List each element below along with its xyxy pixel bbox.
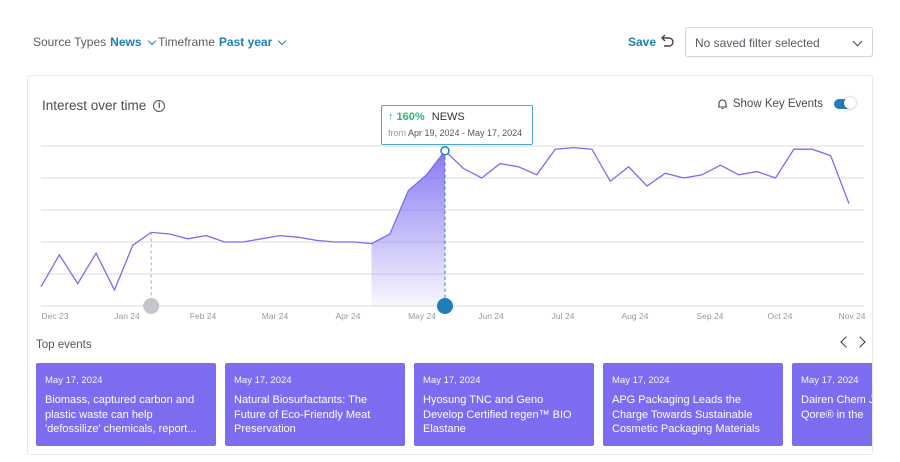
tooltip-change: ↑ 160% [388,111,425,123]
event-title: Hyosung TNC and Geno Develop Certified r… [423,394,572,435]
key-events-control: Show Key Events [717,97,856,110]
event-card[interactable]: May 17, 2024 APG Packaging Leads the Cha… [603,363,783,446]
tooltip-source: NEWS [431,111,465,123]
event-title: Dairen Chem Joins The LYC Qore® in the [801,394,872,421]
x-tick-label: Sep 24 [697,311,724,321]
chevron-right-icon[interactable] [854,336,866,348]
highlight-area [371,150,445,306]
event-date: May 17, 2024 [801,375,859,386]
info-icon[interactable]: i [153,99,166,112]
event-card[interactable]: May 17, 2024 Dairen Chem Joins The LYC Q… [792,363,872,446]
event-date: May 17, 2024 [45,375,103,386]
key-events-label: Show Key Events [732,98,823,110]
data-point-marker [440,146,450,156]
chevron-left-icon[interactable] [840,336,852,348]
timeframe-value: Past year [218,35,273,49]
x-tick-label: Feb 24 [190,311,217,321]
x-tick-label: Mar 24 [262,311,289,321]
saved-filter-value: No saved filter selected [695,36,820,50]
interest-chart: Dec 23 Jan 24 Feb 24 Mar 24 Apr 24 May 24 Jun … [40,145,866,321]
chevron-down-icon [147,36,156,45]
event-title: Natural Biosurfactants: The Future of Ec… [234,394,371,435]
source-types-label: Source Types [33,35,107,49]
event-card[interactable]: May 17, 2024 Natural Biosurfactants: The… [225,363,405,446]
x-tick-label: Apr 24 [335,311,360,321]
x-tick-label: Nov 24 [839,311,866,321]
bell-icon [437,298,453,314]
x-tick-label: Jul 24 [552,311,575,321]
event-date: May 17, 2024 [234,375,292,386]
interest-over-time-card: Dec 23 Jan 24 Feb 24 Mar 24 Apr 24 May 24 Jun … [27,75,873,455]
x-tick-label: Jun 24 [478,311,504,321]
event-card[interactable]: May 17, 2024 Hyosung TNC and Geno Develo… [414,363,594,446]
event-title: APG Packaging Leads the Charge Towards S… [612,394,760,435]
event-card[interactable]: May 17, 2024 Biomass, captured carbon an… [36,363,216,446]
x-tick-label: Jan 24 [114,311,140,321]
timeframe-filter[interactable]: Timeframe Past year [158,35,287,49]
card-title: Interest over time i [42,98,166,113]
event-date: May 17, 2024 [612,375,670,386]
source-types-filter[interactable]: Source Types News [33,35,156,49]
source-types-value: News [110,35,142,49]
bell-icon [143,298,160,314]
card-title-text: Interest over time [42,98,147,113]
top-events-heading: Top events [36,339,92,351]
x-tick-label: Dec 23 [42,311,69,321]
events-nav [840,336,866,348]
tooltip-from-label: from [388,128,406,138]
events-list: May 17, 2024 Biomass, captured carbon an… [36,363,872,446]
filter-bar: Source Types News Timeframe Past year Sa… [0,0,900,75]
tooltip-range: Apr 19, 2024 - May 17, 2024 [408,128,523,138]
chevron-down-icon [852,36,863,47]
chart-tooltip: ↑ 160% NEWS from Apr 19, 2024 - May 17, … [381,105,533,145]
tooltip-range-row: from Apr 19, 2024 - May 17, 2024 [388,128,532,138]
event-date: May 17, 2024 [423,375,481,386]
key-events-toggle[interactable] [834,97,856,109]
chevron-down-icon [278,36,287,45]
x-tick-label: May 24 [408,311,436,321]
x-tick-label: Aug 24 [622,311,649,321]
bell-icon [717,99,727,110]
timeframe-label: Timeframe [158,35,215,49]
undo-icon[interactable] [659,33,675,49]
save-button[interactable]: Save [628,35,657,49]
event-title: Biomass, captured carbon and plastic was… [45,394,197,435]
saved-filter-select[interactable]: No saved filter selected [685,27,873,57]
x-tick-label: Oct 24 [767,311,792,321]
